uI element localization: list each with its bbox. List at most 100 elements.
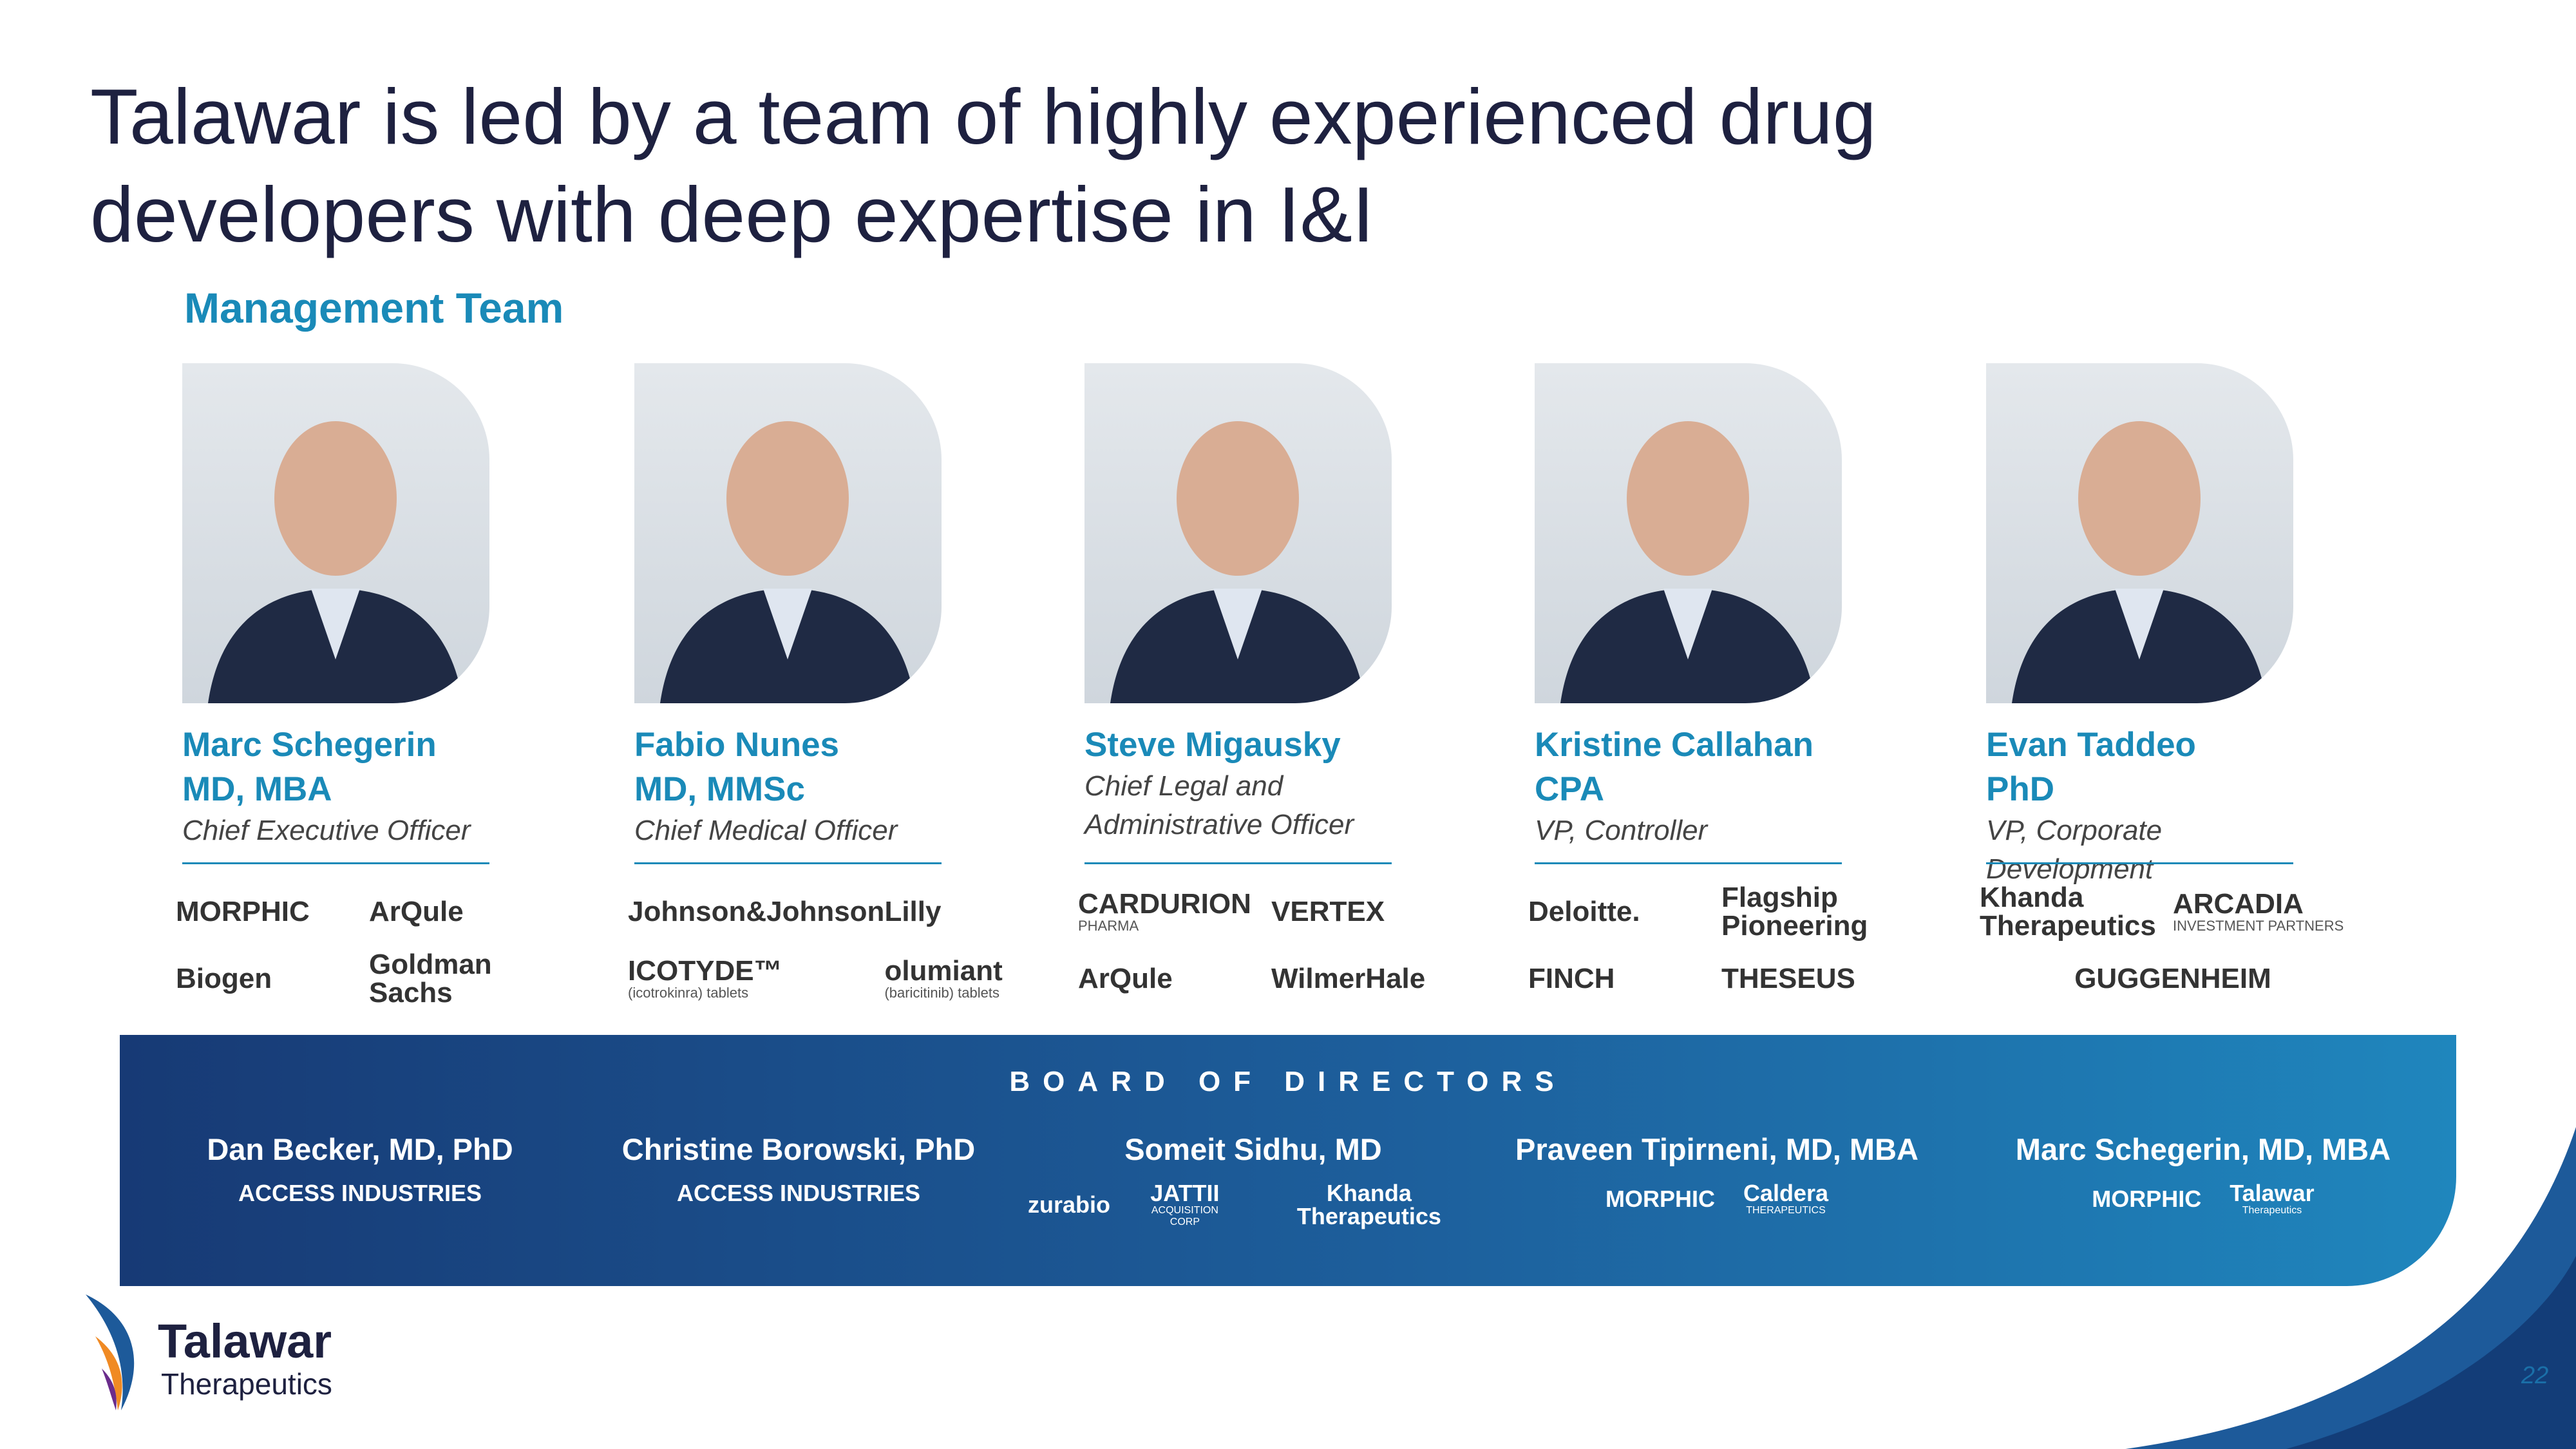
logo-name: Lilly — [884, 896, 942, 927]
company-logo: ACCESS INDUSTRIES — [238, 1182, 482, 1205]
member-name: Marc Schegerin — [182, 726, 437, 764]
logo-name: WilmerHale — [1271, 963, 1426, 994]
logo-sub: PHARMA — [1078, 918, 1139, 934]
logo-sub: (icotrokinra) tablets — [628, 985, 749, 1001]
board-member: Someit Sidhu, MD zurabio JATTII ACQUISITION… — [1028, 1130, 1479, 1228]
logo-name: ICOTYDE™ — [628, 955, 782, 987]
board-heading: BOARD OF DIRECTORS — [1009, 1066, 1567, 1097]
team-member: Fabio Nunes MD, MMSc Chief Medical Officer… — [628, 363, 1046, 1001]
board-logos: ACCESS INDUSTRIES — [573, 1182, 1024, 1205]
company-logo: GUGGENHEIM — [1980, 965, 2366, 993]
photo — [1986, 363, 2293, 703]
portrait — [660, 421, 915, 703]
divider — [1535, 862, 1842, 864]
board-name: Dan Becker, MD, PhD — [207, 1132, 513, 1166]
logo-name: Khanda Therapeutics — [1980, 882, 2156, 942]
company-logo: Flagship Pioneering — [1721, 884, 1915, 940]
page-number: 22 — [2521, 1362, 2549, 1389]
logo-name: ARCADIA — [2173, 888, 2304, 920]
team-member: Kristine Callahan CPA VP, Controller Deloit… — [1528, 363, 1947, 993]
member-role: VP, Corporate Development — [1986, 815, 2163, 885]
member-name: Fabio Nunes — [634, 726, 840, 764]
board-name: Christine Borowski, PhD — [621, 1132, 976, 1166]
portrait — [2012, 421, 2267, 703]
company-logo: ArQule — [369, 898, 562, 926]
photo — [1535, 363, 1842, 703]
divider — [1084, 862, 1392, 864]
logo-name: Talawar — [2230, 1180, 2315, 1206]
board-member: Marc Schegerin, MD, MBA MORPHIC Talawar The… — [1978, 1130, 2429, 1217]
portrait — [1560, 421, 1815, 703]
company-logo: MORPHIC — [1605, 1188, 1715, 1211]
team-member: Evan Taddeo PhD VP, Corporate Development K… — [1980, 363, 2398, 993]
logo-sub: INVESTMENT PARTNERS — [2173, 918, 2344, 934]
company-logo: Talawar Therapeutics — [2230, 1182, 2314, 1217]
company-logo: MORPHIC — [176, 898, 369, 926]
team-member: Marc Schegerin MD, MBA Chief Executive Off… — [176, 363, 594, 1007]
board-name: Someit Sidhu, MD — [1124, 1132, 1382, 1166]
divider — [634, 862, 942, 864]
board-logos: ACCESS INDUSTRIES — [135, 1182, 585, 1205]
logo-grid: Deloitte. Flagship Pioneering FINCH THESEUS — [1528, 878, 1915, 1012]
board-band — [120, 1035, 2456, 1286]
logo-sub: ACQUISITION CORP — [1151, 1205, 1218, 1227]
member-credentials: MD, MMSc — [634, 770, 805, 808]
logo-name: Deloitte. — [1528, 896, 1640, 927]
logo-name: ACCESS INDUSTRIES — [676, 1180, 921, 1206]
company-logo: ArQule — [1078, 965, 1271, 993]
slide-title: Talawar is led by a team of highly exper… — [90, 68, 1877, 263]
logo-name: ACCESS INDUSTRIES — [238, 1180, 482, 1206]
divider — [1986, 862, 2293, 864]
logo-name: MORPHIC — [2092, 1186, 2202, 1212]
title-line: developers with deep expertise in I&I — [90, 171, 1374, 258]
company-logo: VERTEX — [1271, 898, 1464, 926]
logo-name: MORPHIC — [176, 896, 310, 927]
company-logo: JATTII ACQUISITION CORP — [1139, 1182, 1231, 1228]
logo-name: Biogen — [176, 963, 272, 994]
company-logo: olumiant (baricitinib) tablets — [884, 957, 1014, 1001]
member-role: Chief Executive Officer — [182, 815, 471, 846]
company-logo: ICOTYDE™ (icotrokinra) tablets — [628, 957, 884, 1001]
logo-name: Johnson&Johnson — [628, 896, 885, 927]
logo-name: THESEUS — [1721, 963, 1855, 994]
logo-name: MORPHIC — [1605, 1186, 1715, 1212]
board-member: Dan Becker, MD, PhD ACCESS INDUSTRIES — [135, 1130, 585, 1205]
logo-sub: THERAPEUTICS — [1746, 1205, 1826, 1216]
photo — [634, 363, 942, 703]
logo-name: Caldera — [1743, 1180, 1829, 1206]
team-member: Steve Migausky Chief Legal and Administra… — [1078, 363, 1497, 993]
title-line: Talawar is led by a team of highly exper… — [90, 73, 1877, 160]
company-logo: FINCH — [1528, 965, 1721, 993]
company-logo: THESEUS — [1721, 965, 1915, 993]
logo-name: ArQule — [369, 896, 464, 927]
member-name: Kristine Callahan — [1535, 726, 1814, 764]
company-logo: Lilly — [884, 898, 1014, 926]
section-title: Management Team — [184, 284, 564, 332]
member-role: VP, Controller — [1535, 815, 1708, 846]
company-logo: Khanda Therapeutics — [1260, 1182, 1479, 1228]
divider — [182, 862, 489, 864]
company-logo: Johnson&Johnson — [628, 898, 884, 926]
company-logo: Khanda Therapeutics — [1980, 884, 2173, 940]
photo — [182, 363, 489, 703]
member-name: Steve Migausky — [1084, 726, 1341, 764]
logo-sub: (baricitinib) tablets — [884, 985, 999, 1001]
logo-name: VERTEX — [1271, 896, 1385, 927]
portrait — [1110, 421, 1365, 703]
company-subname: Therapeutics — [161, 1367, 332, 1401]
logo-name: JATTII — [1150, 1180, 1220, 1206]
board-member: Praveen Tipirneni, MD, MBA MORPHIC Caldera… — [1492, 1130, 1942, 1217]
board-name: Marc Schegerin, MD, MBA — [2015, 1132, 2391, 1166]
company-mark — [86, 1294, 135, 1410]
logo-name: GUGGENHEIM — [2074, 963, 2271, 994]
logo-name: olumiant — [884, 955, 1003, 987]
member-name: Evan Taddeo — [1986, 726, 2196, 764]
member-role: Chief Legal and Administrative Officer — [1084, 770, 1354, 840]
logo-name: Flagship Pioneering — [1721, 882, 1868, 942]
company-logo: MORPHIC — [2092, 1188, 2201, 1211]
logo-name: ArQule — [1078, 963, 1173, 994]
board-logos: MORPHIC Talawar Therapeutics — [1978, 1182, 2429, 1217]
logo-name: Khanda Therapeutics — [1296, 1180, 1441, 1229]
